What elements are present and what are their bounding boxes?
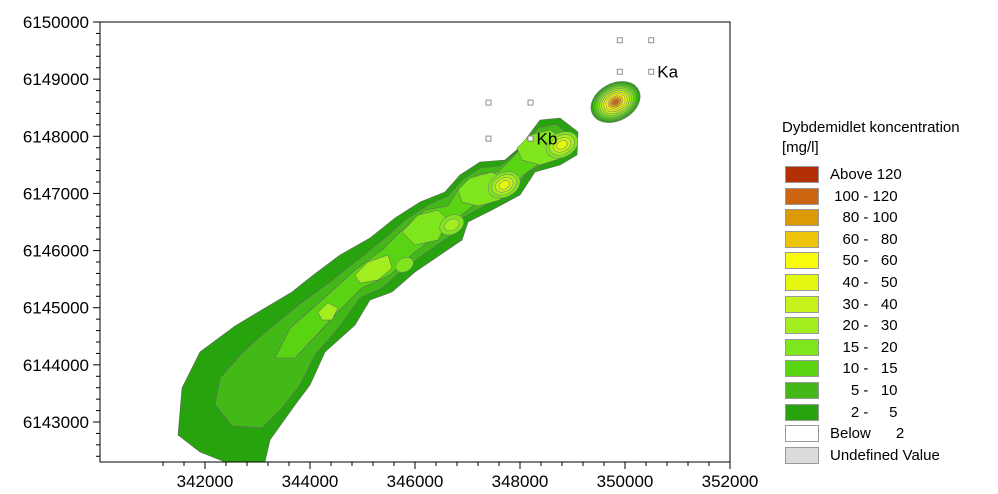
y-tick-label: 6143000 bbox=[23, 413, 89, 432]
legend-item: 5 - 10 bbox=[782, 380, 998, 402]
station-marker bbox=[527, 99, 534, 106]
x-tick-label: 352000 bbox=[702, 472, 759, 491]
legend-item: 2 - 5 bbox=[782, 402, 998, 424]
hotspot-contour bbox=[444, 218, 460, 232]
legend-swatch bbox=[785, 381, 819, 399]
legend-item: 80 - 100 bbox=[782, 207, 998, 229]
band-20-30 bbox=[354, 254, 393, 284]
station-marker bbox=[485, 135, 492, 142]
y-tick-label: 6146000 bbox=[23, 242, 89, 261]
legend-label: 10 - 15 bbox=[830, 360, 898, 378]
legend-swatch bbox=[785, 403, 819, 421]
legend-swatch bbox=[785, 360, 819, 378]
legend-swatch bbox=[785, 446, 819, 464]
legend-label: 5 - 10 bbox=[830, 381, 898, 399]
legend-label: Undefined Value bbox=[830, 446, 940, 464]
station-marker bbox=[648, 68, 655, 75]
legend-item: 15 - 20 bbox=[782, 337, 998, 359]
station-marker bbox=[616, 68, 623, 75]
station-marker bbox=[648, 37, 655, 44]
x-tick-label: 344000 bbox=[282, 472, 339, 491]
legend-swatch bbox=[785, 317, 819, 335]
legend-label: 30 - 40 bbox=[830, 295, 898, 313]
hotspot-contour bbox=[556, 140, 568, 150]
hotspot-contour bbox=[395, 257, 414, 273]
legend-swatch bbox=[785, 230, 819, 248]
legend: Dybdemidlet koncentration [mg/l] Above 1… bbox=[782, 118, 998, 466]
legend-label: 40 - 50 bbox=[830, 273, 898, 291]
legend-title-line1: Dybdemidlet koncentration bbox=[782, 119, 960, 136]
legend-item: 100 - 120 bbox=[782, 186, 998, 208]
legend-title-line2: [mg/l] bbox=[782, 139, 819, 156]
y-tick-label: 6145000 bbox=[23, 299, 89, 318]
station-marker bbox=[485, 99, 492, 106]
legend-item: Above 120 bbox=[782, 164, 998, 186]
concentration-plume bbox=[177, 81, 641, 463]
legend-item: Below 2 bbox=[782, 423, 998, 445]
y-tick-label: 6144000 bbox=[23, 356, 89, 375]
legend-swatch bbox=[785, 187, 819, 205]
x-axis: 342000 344000 346000 348000 350000 352000 bbox=[162, 462, 759, 491]
legend-item: Undefined Value bbox=[782, 445, 998, 467]
x-tick-label: 346000 bbox=[387, 472, 444, 491]
legend-items: Above 120 100 - 120 80 - 100 60 - 80 50 … bbox=[782, 164, 998, 466]
legend-swatch bbox=[785, 209, 819, 227]
legend-item: 20 - 30 bbox=[782, 315, 998, 337]
station-marker bbox=[527, 135, 534, 142]
legend-label: 100 - 120 bbox=[830, 187, 898, 205]
legend-swatch bbox=[785, 338, 819, 356]
legend-swatch bbox=[785, 425, 819, 443]
x-tick-label: 348000 bbox=[492, 472, 549, 491]
legend-label: 20 - 30 bbox=[830, 317, 898, 335]
legend-label: Below 2 bbox=[830, 425, 905, 443]
legend-item: 10 - 15 bbox=[782, 358, 998, 380]
station-marker bbox=[616, 37, 623, 44]
legend-label: 50 - 60 bbox=[830, 252, 898, 270]
y-axis: 6150000 6149000 6148000 6147000 6146000 61450… bbox=[23, 13, 100, 457]
y-tick-label: 6148000 bbox=[23, 127, 89, 146]
hotspot-contour bbox=[498, 180, 510, 190]
y-tick-label: 6149000 bbox=[23, 70, 89, 89]
legend-label: Above 120 bbox=[830, 166, 902, 183]
legend-item: 30 - 40 bbox=[782, 294, 998, 316]
y-tick-label: 6150000 bbox=[23, 13, 89, 32]
legend-item: 60 - 80 bbox=[782, 229, 998, 251]
legend-label: 15 - 20 bbox=[830, 338, 898, 356]
legend-label: 80 - 100 bbox=[830, 209, 898, 227]
legend-swatch bbox=[785, 295, 819, 313]
band-20-30 bbox=[317, 302, 339, 321]
y-tick-label: 6147000 bbox=[23, 184, 89, 203]
legend-swatch bbox=[785, 166, 819, 183]
stations: Ka Kb bbox=[485, 37, 679, 149]
legend-item: 40 - 50 bbox=[782, 272, 998, 294]
station-label: Ka bbox=[657, 63, 678, 82]
legend-swatch bbox=[785, 273, 819, 291]
station-label: Kb bbox=[537, 130, 558, 149]
hotspot-contour bbox=[612, 99, 620, 105]
x-tick-label: 342000 bbox=[177, 472, 234, 491]
x-tick-label: 350000 bbox=[597, 472, 654, 491]
legend-swatch bbox=[785, 252, 819, 270]
legend-label: 2 - 5 bbox=[830, 403, 898, 421]
legend-label: 60 - 80 bbox=[830, 230, 898, 248]
legend-item: 50 - 60 bbox=[782, 250, 998, 272]
